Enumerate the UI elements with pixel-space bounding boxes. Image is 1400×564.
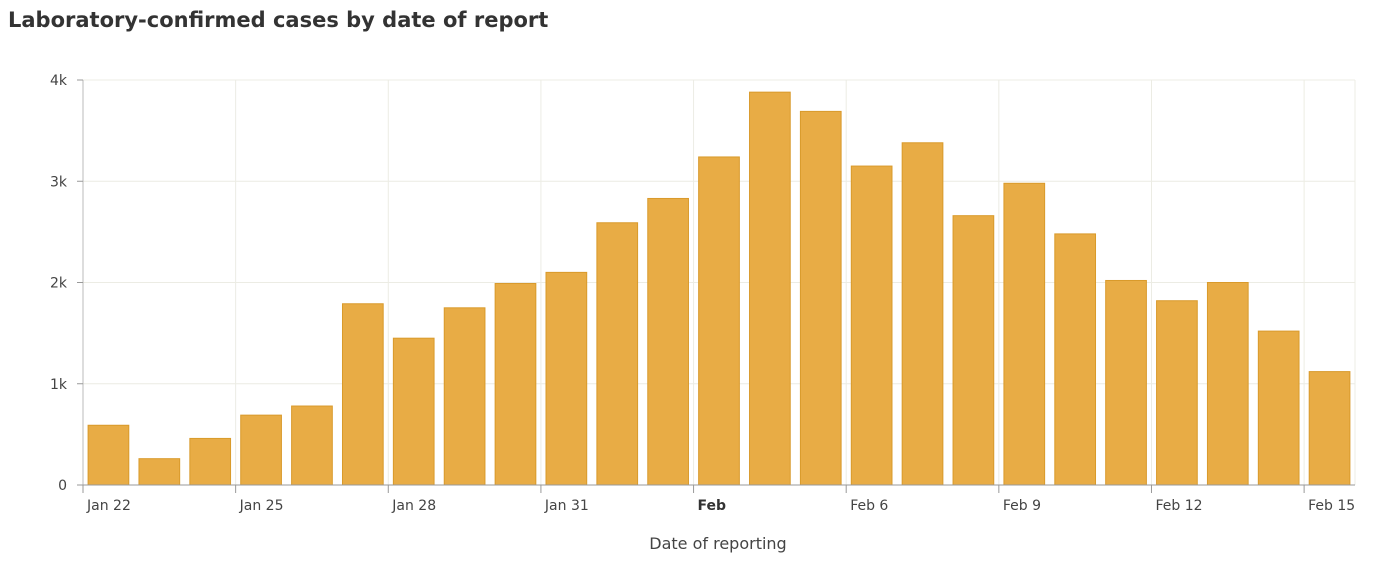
bar-jan-24 <box>189 437 232 486</box>
bar-feb-13 <box>1206 282 1249 486</box>
bar-feb-11 <box>1105 279 1147 486</box>
bar-jan-30 <box>494 283 537 486</box>
bar-feb-6 <box>850 165 893 486</box>
bar-jan-26 <box>291 405 333 486</box>
y-tick-label: 0 <box>58 478 67 494</box>
bar-jan-31 <box>545 271 588 486</box>
bar-jan-25 <box>240 414 282 486</box>
y-tick-label: 4k <box>50 73 68 89</box>
bar-feb-1 <box>596 222 639 486</box>
bar-feb-14 <box>1257 330 1300 486</box>
bar-feb-7 <box>901 142 944 486</box>
bar-feb-8 <box>952 215 995 486</box>
x-tick-label: Feb 6 <box>850 498 888 514</box>
x-tick-label: Jan 25 <box>239 498 284 514</box>
x-tick-label: Feb 9 <box>1003 498 1041 514</box>
bar-jan-29 <box>443 307 486 486</box>
y-tick-label: 3k <box>50 174 68 190</box>
bar-feb-12 <box>1156 300 1198 486</box>
bar-feb-4 <box>749 91 791 486</box>
bar-feb-5 <box>799 110 842 486</box>
y-axis-ticks: 0 1k 2k 3k 4k <box>50 73 83 494</box>
x-tick-label: Feb 15 <box>1308 498 1355 514</box>
bar-jan-22 <box>87 424 130 486</box>
bar-feb-10 <box>1054 233 1097 486</box>
x-axis-ticks: Jan 22 Jan 25 Jan 28 Jan 31 Feb Feb 6 Feb 9 Feb… <box>82 485 1355 514</box>
bar-feb-2 <box>647 197 689 486</box>
chart-title: Laboratory-confirmed cases by date of re… <box>8 8 549 32</box>
x-tick-label: Jan 28 <box>391 498 436 514</box>
x-tick-label: Feb 12 <box>1155 498 1202 514</box>
bar-feb-15 <box>1308 371 1351 486</box>
x-tick-label: Jan 31 <box>544 498 589 514</box>
x-tick-label: Jan 22 <box>86 498 131 514</box>
x-axis-label: Date of reporting <box>649 534 786 553</box>
bar-jan-27 <box>341 303 384 486</box>
x-tick-label: Feb <box>698 498 727 514</box>
y-tick-label: 1k <box>50 377 68 393</box>
bars <box>87 91 1351 486</box>
y-tick-label: 2k <box>50 276 68 292</box>
bar-jan-23 <box>138 458 181 486</box>
bar-feb-3 <box>698 156 740 486</box>
bar-jan-28 <box>392 337 435 486</box>
bar-feb-9 <box>1003 182 1046 486</box>
